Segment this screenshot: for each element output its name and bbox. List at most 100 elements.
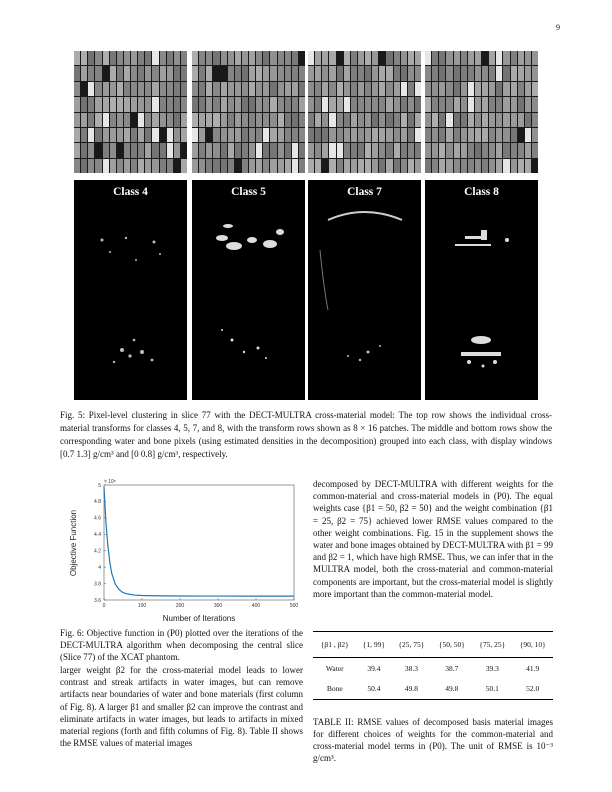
transform-patch (308, 81, 315, 97)
transform-patch (393, 143, 400, 158)
transform-patch (277, 81, 284, 97)
transform-patch (180, 81, 187, 97)
transform-patch (489, 81, 496, 97)
transform-patch (329, 51, 336, 66)
transform-patch (263, 127, 270, 143)
transform-patch (336, 143, 343, 158)
transform-patch (220, 143, 227, 158)
transform-patch (227, 127, 234, 143)
table-row: Water 39.4 38.3 38.7 39.3 41.9 (313, 658, 553, 679)
page-number: 9 (556, 23, 560, 32)
transform-patch (432, 66, 439, 81)
transform-patch (159, 158, 166, 173)
transform-patch (453, 112, 460, 127)
transform-patch (329, 143, 336, 158)
transform-patch (308, 97, 315, 112)
transform-patch (74, 143, 81, 158)
transform-patch (199, 143, 206, 158)
transform-patch (531, 51, 538, 66)
transform-patch (284, 158, 291, 173)
transform-patch (496, 143, 503, 158)
transform-patch (199, 127, 206, 143)
transform-patch (467, 143, 474, 158)
transform-patch (482, 66, 489, 81)
transform-panel-class-4 (74, 51, 187, 173)
transform-patch (329, 112, 336, 127)
transform-patch (159, 97, 166, 112)
transform-patch (453, 127, 460, 143)
transform-patch (152, 158, 159, 173)
transform-patch (241, 81, 248, 97)
transform-patch (414, 127, 421, 143)
transform-patch (489, 51, 496, 66)
transform-patch (496, 158, 503, 173)
transform-patch (315, 51, 322, 66)
transform-patch (496, 66, 503, 81)
transform-grid (192, 51, 305, 173)
transform-grid (308, 51, 421, 173)
transform-patch (220, 51, 227, 66)
transform-patch (102, 127, 109, 143)
transform-patch (432, 158, 439, 173)
transform-patch (510, 158, 517, 173)
transform-patch (393, 112, 400, 127)
transform-patch (489, 158, 496, 173)
x-tick-label: 400 (252, 603, 261, 609)
transform-patch (308, 66, 315, 81)
y-tick-label: 3.8 (94, 581, 101, 587)
transform-patch (284, 143, 291, 158)
transform-patch (102, 81, 109, 97)
transform-patch (241, 127, 248, 143)
transform-patch (524, 97, 531, 112)
transform-patch (503, 51, 510, 66)
transform-patch (249, 143, 256, 158)
transform-patch (270, 51, 277, 66)
transform-patch (256, 51, 263, 66)
transform-patch (446, 112, 453, 127)
transform-patch (379, 97, 386, 112)
transform-patch (270, 97, 277, 112)
transform-patch (138, 112, 145, 127)
transform-patch (482, 158, 489, 173)
transform-patch (517, 112, 524, 127)
transform-patch (315, 143, 322, 158)
transform-patch (432, 143, 439, 158)
transform-patch (322, 143, 329, 158)
transform-patch (510, 97, 517, 112)
transform-patch (206, 66, 213, 81)
transform-patch (109, 81, 116, 97)
transform-patch (109, 127, 116, 143)
transform-patch (357, 143, 364, 158)
transform-patch (308, 127, 315, 143)
transform-patch (291, 66, 298, 81)
transform-patch (372, 51, 379, 66)
transform-patch (145, 97, 152, 112)
transform-patch (496, 127, 503, 143)
ct-panel-class-8: Class 8 (425, 180, 538, 400)
transform-patch (109, 51, 116, 66)
transform-patch (213, 66, 220, 81)
transform-patch (414, 81, 421, 97)
transform-patch (131, 66, 138, 81)
transform-patch (425, 51, 432, 66)
transform-patch (263, 51, 270, 66)
transform-patch (213, 158, 220, 173)
transform-patch (524, 51, 531, 66)
transform-patch (277, 51, 284, 66)
transform-patch (166, 127, 173, 143)
transform-patch (329, 127, 336, 143)
transform-patch (496, 112, 503, 127)
table-header: {25, 75} (398, 640, 425, 649)
transform-patch (531, 81, 538, 97)
transform-patch (145, 81, 152, 97)
transform-patch (192, 51, 199, 66)
transform-patch (138, 97, 145, 112)
transform-patch (407, 158, 414, 173)
transform-patch (220, 158, 227, 173)
transform-patch (234, 143, 241, 158)
table-cell: 39.4 (367, 663, 381, 673)
transform-patch (291, 97, 298, 112)
transform-patch (315, 97, 322, 112)
transform-patch (270, 158, 277, 173)
transform-patch (503, 127, 510, 143)
